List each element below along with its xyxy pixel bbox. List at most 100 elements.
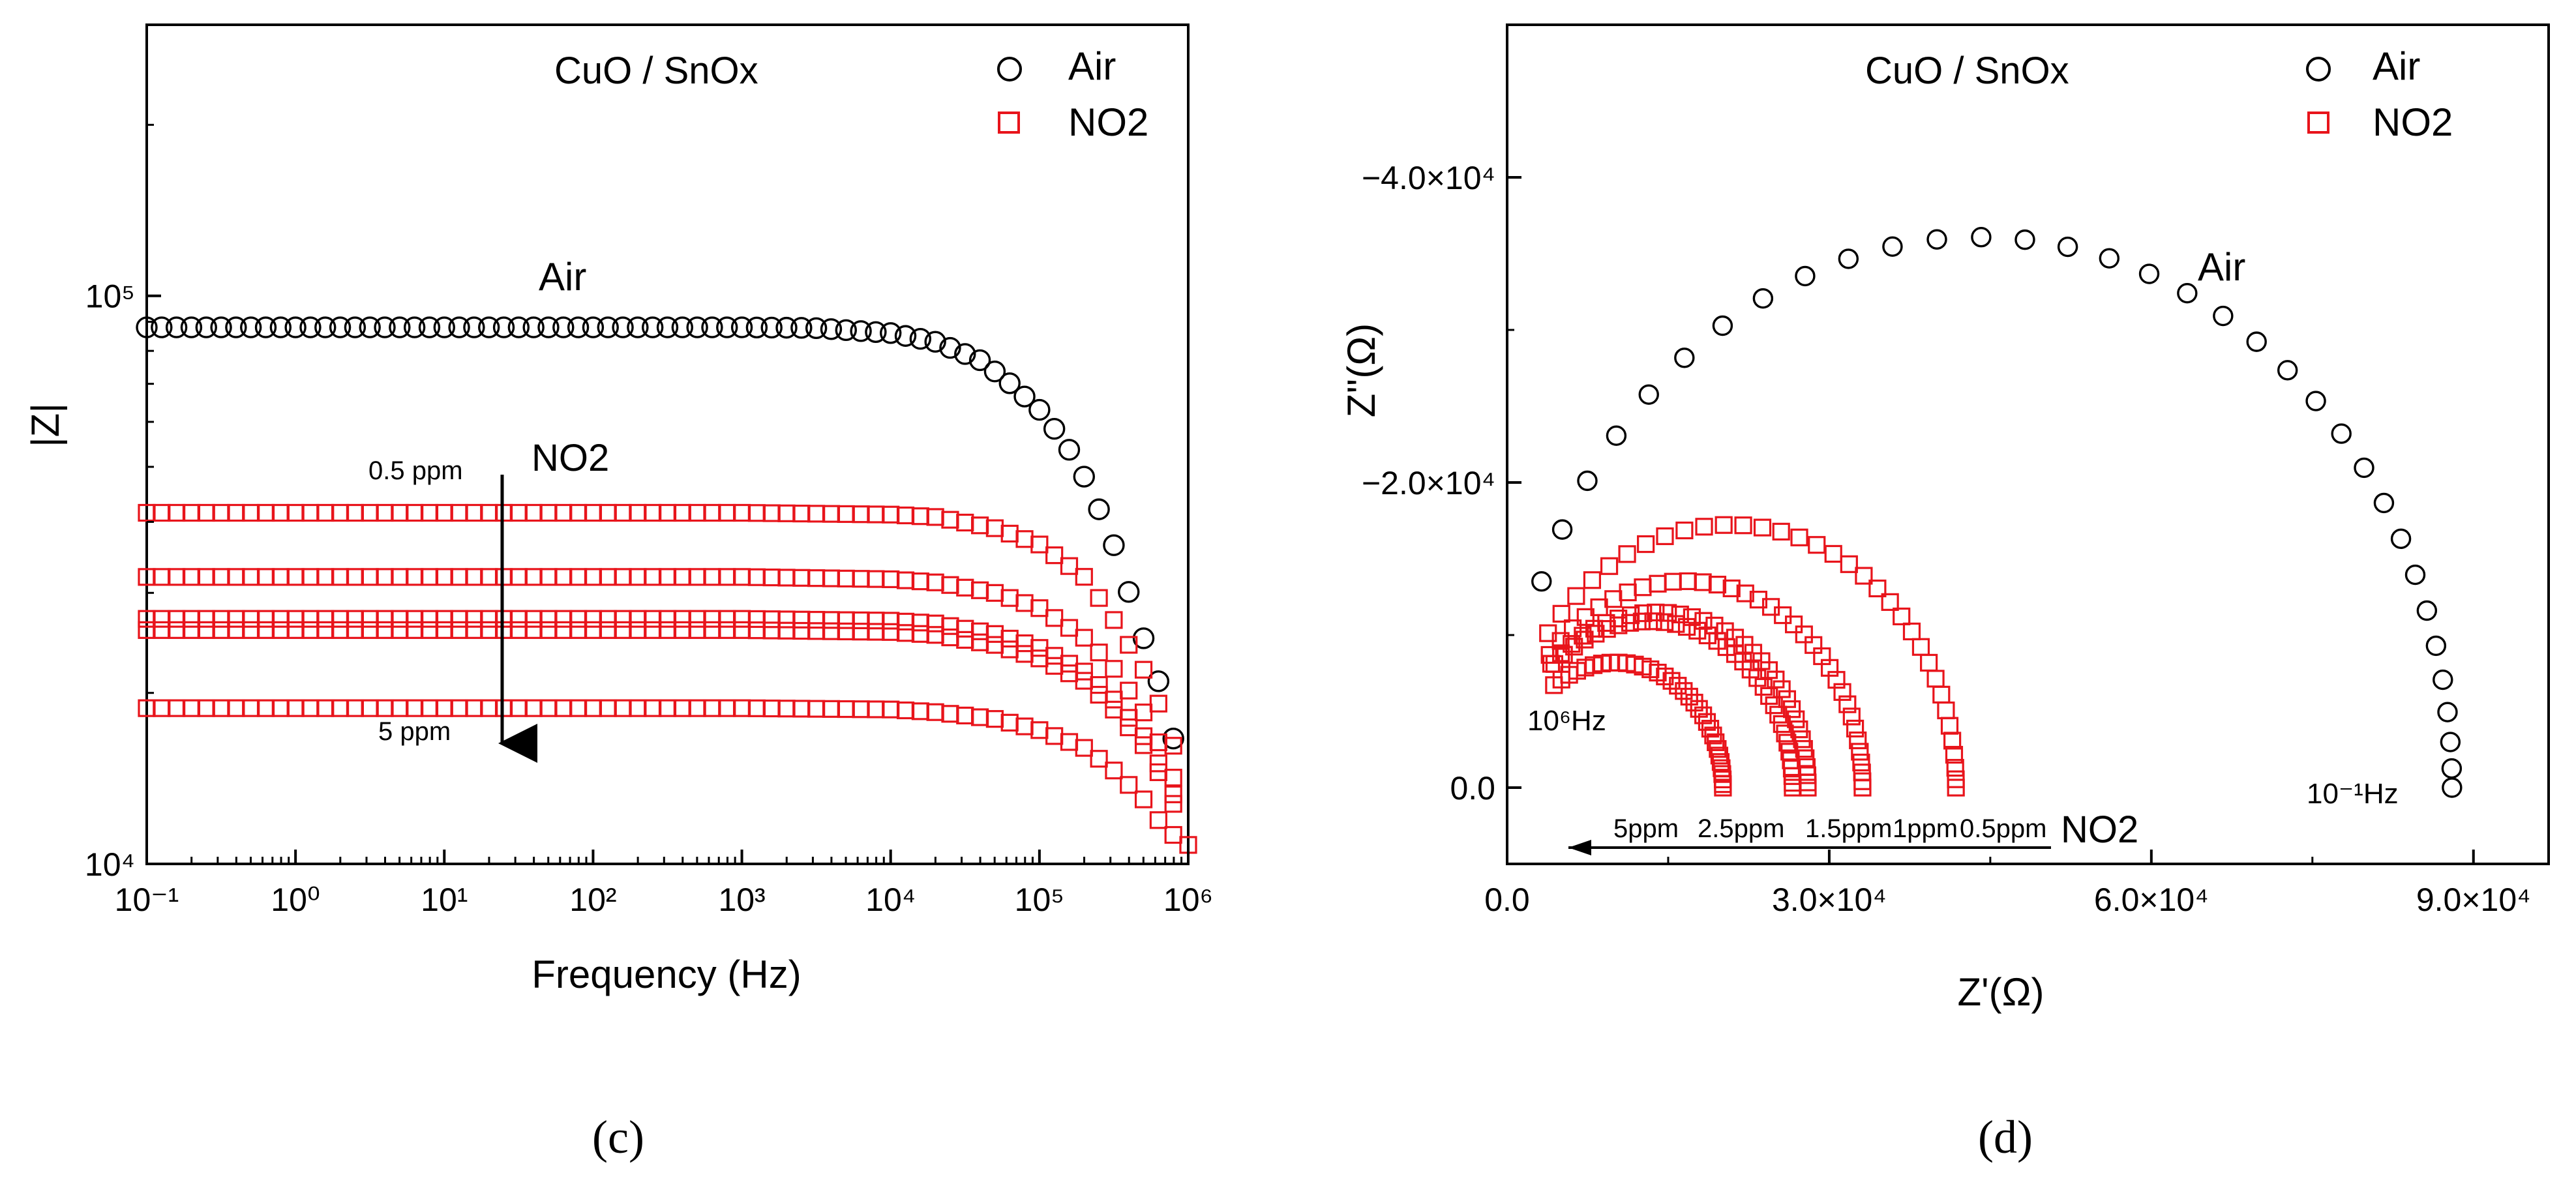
data-point-air xyxy=(2305,391,2326,411)
data-point-no2 xyxy=(554,699,573,717)
data-point-no2 xyxy=(212,568,230,586)
data-point-no2 xyxy=(703,699,721,717)
data-point-no2 xyxy=(1030,535,1049,554)
data-point-no2 xyxy=(376,699,394,717)
data-point-no2 xyxy=(1840,555,1858,573)
data-point-no2 xyxy=(1000,713,1019,732)
data-point-no2 xyxy=(777,569,796,587)
data-point-no2 xyxy=(242,568,260,586)
data-point-no2 xyxy=(807,569,826,587)
data-point-no2 xyxy=(153,568,171,586)
data-point-no2 xyxy=(331,503,350,522)
data-point-no2 xyxy=(599,568,617,586)
data-point-no2 xyxy=(331,699,350,717)
data-point-no2 xyxy=(1662,672,1681,690)
data-point-no2 xyxy=(435,699,453,717)
data-point-air xyxy=(805,317,828,339)
data-point-no2 xyxy=(197,503,215,522)
data-point-no2 xyxy=(1090,589,1108,607)
data-point-no2 xyxy=(406,621,424,639)
data-point-no2 xyxy=(524,610,543,628)
data-point-no2 xyxy=(807,505,826,523)
data-point-no2 xyxy=(673,568,691,586)
data-point-air xyxy=(463,316,485,338)
data-point-air xyxy=(1752,288,1774,309)
panel-c-xtick-label: 10⁶ xyxy=(1163,882,1213,918)
panel-d-axes: 0.0 3.0×10⁴ 6.0×10⁴ 9.0×10⁴ 0.0 −2.0×10⁴ −4.0×… xyxy=(1362,160,2531,918)
data-point-no2 xyxy=(807,700,826,718)
data-point-no2 xyxy=(1769,705,1788,724)
annotation-5-ppm: 5 ppm xyxy=(378,717,451,746)
data-point-air xyxy=(730,316,753,338)
data-point-air xyxy=(2437,702,2458,722)
data-point-no2 xyxy=(882,700,900,719)
data-point-no2 xyxy=(747,621,766,640)
data-point-no2 xyxy=(1688,621,1707,640)
data-point-no2 xyxy=(970,633,989,651)
data-point-no2 xyxy=(1710,747,1729,765)
data-point-no2 xyxy=(658,568,677,586)
data-point-air xyxy=(492,316,515,338)
data-point-no2 xyxy=(391,568,409,586)
data-point-no2 xyxy=(406,699,424,717)
data-point-no2 xyxy=(867,623,885,641)
data-point-no2 xyxy=(985,710,1004,728)
data-point-no2 xyxy=(1774,606,1792,625)
panel-c-xlabel: Frequency (Hz) xyxy=(532,953,801,996)
legend-air-label-d: Air xyxy=(2373,44,2420,88)
annotation-air: Air xyxy=(539,255,586,299)
data-point-no2 xyxy=(480,699,498,717)
data-point-no2 xyxy=(182,621,201,639)
data-point-no2 xyxy=(1675,682,1693,700)
data-point-no2 xyxy=(956,513,974,532)
data-point-no2 xyxy=(644,610,662,628)
data-point-air xyxy=(775,316,798,339)
data-point-no2 xyxy=(703,621,721,639)
data-point-no2 xyxy=(1846,719,1865,738)
data-point-no2 xyxy=(852,623,870,641)
data-point-no2 xyxy=(450,610,468,628)
data-point-no2 xyxy=(1669,677,1687,695)
data-point-no2 xyxy=(301,621,320,639)
data-point-no2 xyxy=(882,505,900,524)
panel-d-marks xyxy=(1531,227,2463,798)
data-point-no2 xyxy=(1600,557,1619,575)
data-point-no2 xyxy=(465,699,483,717)
data-point-no2 xyxy=(970,622,989,640)
data-point-no2 xyxy=(673,503,691,522)
data-point-no2 xyxy=(376,568,394,586)
data-point-no2 xyxy=(1552,604,1570,623)
data-point-no2 xyxy=(197,568,215,586)
data-point-air xyxy=(2354,457,2374,479)
data-point-no2 xyxy=(420,621,439,639)
data-point-air xyxy=(507,316,530,338)
ppm-1: 1ppm xyxy=(1893,814,1958,843)
data-point-no2 xyxy=(747,568,766,586)
data-point-air xyxy=(909,328,932,350)
data-point-air xyxy=(2014,229,2035,250)
data-point-no2 xyxy=(970,708,989,726)
annotation-air-d: Air xyxy=(2198,245,2245,289)
data-point-air xyxy=(1013,385,1036,408)
panel-d-legend: Air NO2 xyxy=(2306,44,2453,144)
data-point-no2 xyxy=(1090,685,1108,704)
data-point-no2 xyxy=(539,699,558,717)
data-point-no2 xyxy=(1868,579,1887,598)
data-point-air xyxy=(760,316,783,339)
data-point-air xyxy=(2433,669,2453,690)
data-point-no2 xyxy=(852,505,870,524)
data-point-no2 xyxy=(301,568,320,586)
data-point-no2 xyxy=(1754,677,1773,696)
data-point-no2 xyxy=(1926,670,1945,688)
data-point-no2 xyxy=(256,621,275,639)
data-point-no2 xyxy=(658,621,677,639)
data-point-no2 xyxy=(1698,713,1716,731)
data-point-no2 xyxy=(896,612,915,630)
data-point-air xyxy=(1073,466,1096,488)
data-point-no2 xyxy=(1855,567,1873,585)
data-point-no2 xyxy=(168,699,186,717)
data-point-no2 xyxy=(1667,615,1685,633)
data-point-no2 xyxy=(882,612,900,630)
data-point-no2 xyxy=(1708,576,1727,594)
data-point-no2 xyxy=(346,503,365,522)
